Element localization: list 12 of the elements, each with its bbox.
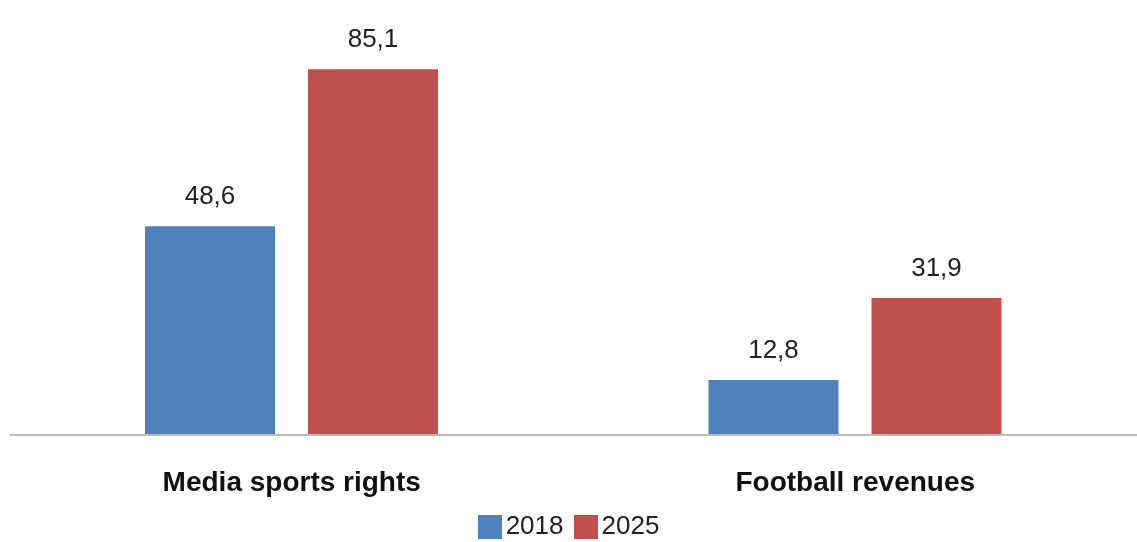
bar: [708, 379, 839, 435]
x-tick-label: Football revenues: [735, 465, 976, 497]
bar: [145, 226, 275, 435]
bar: [871, 297, 1002, 435]
bar: [308, 69, 438, 435]
data-label: 31,9: [911, 251, 962, 282]
legend-label: 2018: [505, 510, 564, 540]
legend-label: 2025: [601, 510, 660, 540]
data-label: 48,6: [184, 180, 236, 211]
x-tick-label: Media sports rights: [162, 465, 421, 497]
data-label: 85,1: [347, 23, 399, 54]
data-label: 12,8: [748, 333, 799, 364]
